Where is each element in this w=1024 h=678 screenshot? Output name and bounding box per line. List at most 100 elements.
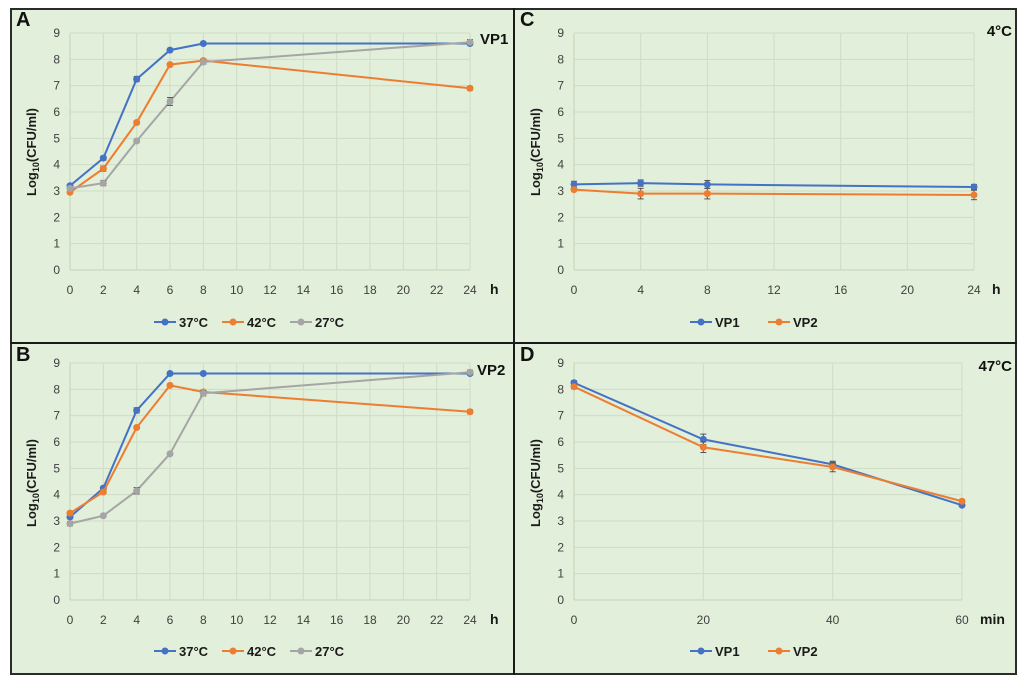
legend-swatch-marker [775,647,783,655]
series-layer [66,38,474,196]
data-point [199,58,207,66]
x-tick-label: 40 [826,613,840,627]
legend-swatch-marker [775,318,783,326]
series-42c [66,381,474,517]
x-unit-label: h [490,611,499,627]
x-tick-label: 16 [330,613,344,627]
series-layer [66,368,474,528]
data-point [99,179,107,187]
x-tick-label: 20 [397,283,411,297]
legend-swatch-marker [297,318,305,326]
x-tick-label: 8 [200,283,207,297]
y-tick-label: 9 [557,26,564,40]
panel-letter: A [16,9,30,31]
x-tick-label: 14 [297,613,311,627]
y-tick-label: 4 [53,158,60,172]
y-tick-label: 5 [557,131,564,145]
x-tick-label: 20 [901,283,915,297]
corner-label: 47°C [978,358,1012,375]
y-tick-label: 3 [557,514,564,528]
x-unit-label: h [490,281,499,297]
series-layer [570,179,978,201]
panel-letter: D [520,344,534,366]
data-point [166,370,174,378]
axis-ticks: 0 1 2 3 4 5 6 7 8 9 0 20 40 60 [557,356,969,627]
y-tick-label: 2 [557,540,564,554]
x-tick-label: 8 [200,613,207,627]
x-tick-label: 4 [133,613,140,627]
data-point [166,61,174,69]
x-tick-label: 18 [363,613,377,627]
series-line [573,188,975,196]
data-point [199,40,207,48]
data-point [166,381,174,389]
y-tick-label: 0 [53,593,60,607]
legend-label: 37°C [179,315,209,330]
y-tick-label: 6 [53,435,60,449]
x-tick-label: 60 [955,613,969,627]
corner-label: 4°C [987,23,1012,40]
legend-item: VP1 [690,644,740,659]
data-point [970,183,978,191]
legend-label: VP2 [793,315,818,330]
y-tick-label: 8 [557,382,564,396]
gridlines [573,32,975,271]
panel-divider-horizontal [10,342,1017,344]
panel-divider-vertical [513,8,515,675]
x-tick-label: 22 [430,613,444,627]
y-tick-label: 9 [53,26,60,40]
legend-swatch-marker [161,647,169,655]
data-point [570,383,578,391]
series-vp1 [570,179,978,191]
y-tick-label: 5 [53,131,60,145]
x-tick-label: 2 [100,283,107,297]
y-tick-label: 0 [557,263,564,277]
x-tick-label: 0 [571,283,578,297]
data-point [99,512,107,520]
x-tick-label: 16 [834,283,848,297]
series-line [573,385,963,503]
x-unit-label: min [980,611,1005,627]
y-tick-label: 9 [53,356,60,370]
series-vp2 [570,186,978,201]
y-tick-label: 3 [53,184,60,198]
data-point [133,137,141,145]
y-tick-label: 3 [557,184,564,198]
data-point [99,154,107,162]
data-point [99,488,107,496]
x-tick-label: 0 [67,613,74,627]
x-tick-label: 0 [67,283,74,297]
legend-swatch-marker [297,647,305,655]
legend-item: VP2 [768,644,818,659]
legend-swatch-marker [697,647,705,655]
data-point [133,75,141,83]
data-point [699,443,707,451]
y-tick-label: 1 [557,567,564,581]
data-point [699,435,707,443]
x-tick-label: 12 [263,613,277,627]
data-point [66,509,74,517]
y-tick-label: 8 [557,52,564,66]
x-tick-label: 16 [330,283,344,297]
data-point [166,46,174,54]
y-tick-label: 9 [557,356,564,370]
legend-item: 42°C [222,315,277,330]
data-point [637,190,645,198]
corner-label: VP1 [480,31,508,48]
y-tick-label: 4 [557,158,564,172]
x-tick-label: 12 [263,283,277,297]
y-tick-label: 0 [53,263,60,277]
y-tick-label: 7 [557,79,564,93]
series-line [69,59,471,194]
chart-panel-d: 0 1 2 3 4 5 6 7 8 9 0 20 40 60 D 47°C min Log10(CFU/m… [520,344,1012,659]
series-27c [66,38,474,192]
data-point [99,165,107,173]
y-axis-label: Log10(CFU/ml) [528,108,545,196]
y-tick-label: 8 [53,382,60,396]
x-tick-label: 6 [167,613,174,627]
y-tick-label: 1 [53,567,60,581]
legend-item: VP1 [690,315,740,330]
data-point [829,463,837,471]
y-axis-label: Log10(CFU/ml) [24,439,41,527]
